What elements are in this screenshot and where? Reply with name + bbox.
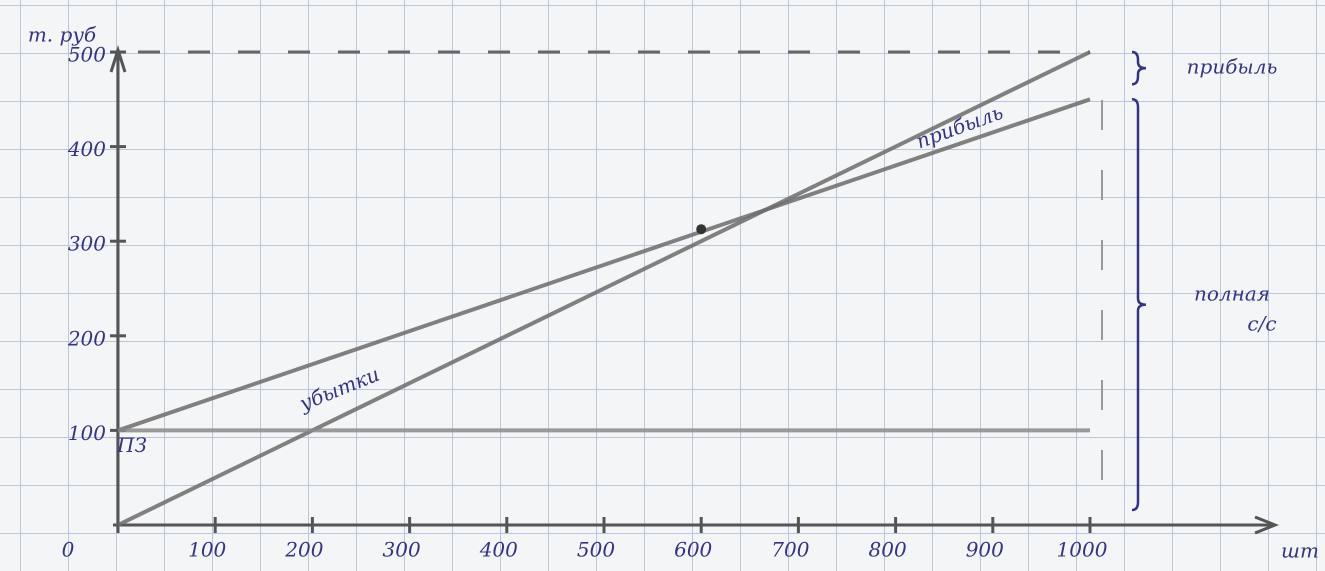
chart: т. руб шт 010020030040050060070080090010…	[0, 0, 1325, 571]
y-tick-label: 300	[68, 232, 106, 256]
break-even-point	[696, 224, 706, 234]
x-tick-label: 800	[869, 538, 907, 562]
series-label: ПЗ	[116, 433, 147, 457]
y-tick-label: 200	[67, 326, 106, 350]
x-tick-label: 0	[62, 538, 75, 562]
y-tick-label: 100	[68, 421, 106, 445]
x-tick-label: 400	[479, 538, 518, 562]
x-tick-label: 1000	[1057, 538, 1108, 562]
x-tick-label: 700	[771, 538, 809, 562]
annotation: убытки	[295, 362, 383, 416]
x-tick-label: 200	[284, 538, 323, 562]
brace	[1132, 52, 1146, 84]
x-tick-label: 300	[383, 538, 421, 562]
y-tick-label: 500	[68, 43, 106, 67]
y-tick-label: 400	[67, 137, 106, 161]
x-tick-label: 900	[966, 538, 1004, 562]
brace	[1132, 99, 1146, 510]
x-tick-label: 500	[577, 538, 615, 562]
series-line	[118, 99, 1090, 430]
graph-paper: т. руб шт 010020030040050060070080090010…	[0, 0, 1325, 571]
x-axis-label: шт	[1281, 539, 1319, 563]
x-tick-label: 600	[674, 538, 712, 562]
brace-label: прибыль	[1187, 55, 1278, 79]
x-tick-label: 100	[188, 538, 226, 562]
